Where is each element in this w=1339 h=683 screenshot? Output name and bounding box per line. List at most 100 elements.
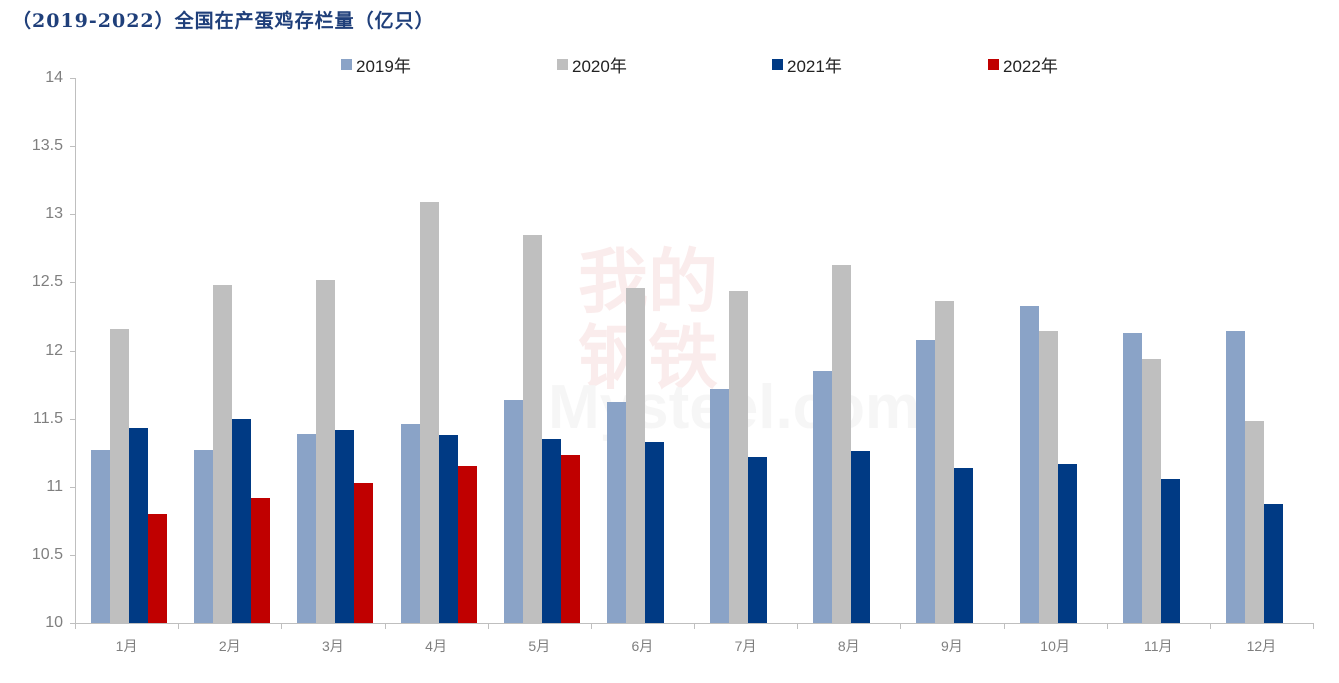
bar-2019年-9月 [916,339,936,623]
bar-2021年-1月 [129,428,148,623]
bar-2022年-5月 [560,455,580,623]
y-tick [70,623,75,624]
x-tick-label: 2月 [218,638,241,654]
bar-2020年-1月 [110,328,129,623]
bar-2020年-9月 [935,301,955,623]
x-tick-label: 12月 [1246,638,1277,654]
bar-2019年-12月 [1225,331,1245,623]
legend-swatch-2021 [772,59,783,70]
y-tick [70,146,75,148]
bar-2021年-10月 [1057,463,1077,623]
y-tick [70,418,75,420]
bar-2019年-7月 [710,388,729,623]
x-tick-label: 4月 [425,638,447,654]
bar-2019年-1月 [91,449,110,623]
bar-2019年-11月 [1122,332,1142,623]
bar-2020年-6月 [625,287,645,623]
x-tick-label: 10月 [1040,638,1070,654]
y-tick-label: 14 [45,69,63,86]
y-tick [70,282,75,284]
bar-2020年-3月 [316,279,336,623]
x-tick [1313,623,1314,629]
bar-2019年-6月 [606,402,626,623]
bar-2021年-4月 [438,434,458,623]
bar-2020年-4月 [419,202,439,623]
bar-2021年-7月 [748,456,767,623]
x-tick [487,623,489,629]
bar-2019年-8月 [813,370,833,623]
x-tick [1209,623,1211,629]
y-tick-label: 13 [45,205,63,223]
legend-item-2019: 2019年 [341,52,411,77]
x-tick [75,623,76,629]
x-tick [178,623,180,629]
x-tick [900,623,902,629]
bar-2021年-5月 [541,439,561,623]
legend-item-2021: 2021年 [772,52,842,77]
bar-2021年-8月 [851,451,871,623]
x-tick-label: 6月 [631,638,654,654]
x-tick [281,623,283,629]
y-tick-label: 11 [46,477,63,495]
y-tick-label: 11.5 [33,409,63,427]
legend-swatch-2022 [988,59,999,70]
bar-2020年-2月 [213,285,233,623]
bar-2020年-8月 [832,264,852,623]
bar-2021年-11月 [1160,478,1180,623]
bar-2021年-3月 [335,429,355,623]
y-tick [70,78,75,79]
plot-area [75,78,1313,623]
bar-2021年-2月 [232,418,252,623]
bar-2019年-5月 [503,399,523,623]
y-tick [70,350,75,352]
bar-2020年-12月 [1244,421,1264,623]
x-tick [1003,623,1005,629]
legend-label-2019: 2019年 [356,57,411,76]
bar-2019年-4月 [400,424,420,623]
x-tick [590,623,592,629]
y-tick [70,214,75,216]
bar-2020年-7月 [729,290,748,623]
x-tick-label: 11月 [1143,638,1173,654]
bar-2019年-10月 [1019,305,1039,623]
bar-2020年-10月 [1038,331,1058,623]
y-tick [70,554,75,556]
bar-2021年-6月 [644,441,664,623]
bar-2020年-5月 [522,234,542,623]
y-tick-label: 12.5 [31,273,63,291]
x-tick-label: 9月 [941,638,963,654]
y-tick-label: 10.5 [31,545,63,563]
y-tick-label: 13.5 [31,137,63,155]
x-tick-label: 1月 [115,638,138,654]
y-tick-label: 12 [45,341,63,359]
bar-2022年-3月 [354,482,374,623]
y-tick-label: 10 [45,614,63,631]
y-tick [70,486,75,488]
x-tick-label: 8月 [837,638,860,654]
legend-label-2021: 2021年 [787,57,842,76]
bar-2020年-11月 [1141,358,1161,623]
x-tick [1106,623,1108,629]
legend-label-2020: 2020年 [572,57,627,76]
legend-swatch-2020 [557,59,568,70]
x-tick-label: 7月 [734,638,757,654]
bar-2021年-12月 [1263,504,1283,623]
bar-2022年-1月 [148,514,167,623]
x-tick [384,623,386,629]
legend-item-2020: 2020年 [557,52,627,77]
legend-item-2022: 2022年 [988,52,1058,77]
legend-label-2022: 2022年 [1003,57,1058,76]
bar-2019年-3月 [297,433,317,623]
chart-title: （2019-2022）全国在产蛋鸡存栏量（亿只） [12,10,435,32]
bar-2022年-2月 [251,497,271,623]
bar-2021年-9月 [954,467,974,623]
x-tick [694,623,695,629]
y-axis-line [75,78,76,624]
x-tick-label: 5月 [528,638,551,654]
x-tick [797,623,799,629]
legend: 2019年 2020年 2021年 2022年 [0,52,1339,76]
bar-2022年-4月 [457,466,477,623]
x-tick-label: 3月 [322,638,344,654]
legend-swatch-2019 [341,59,352,70]
bar-2019年-2月 [194,449,214,623]
